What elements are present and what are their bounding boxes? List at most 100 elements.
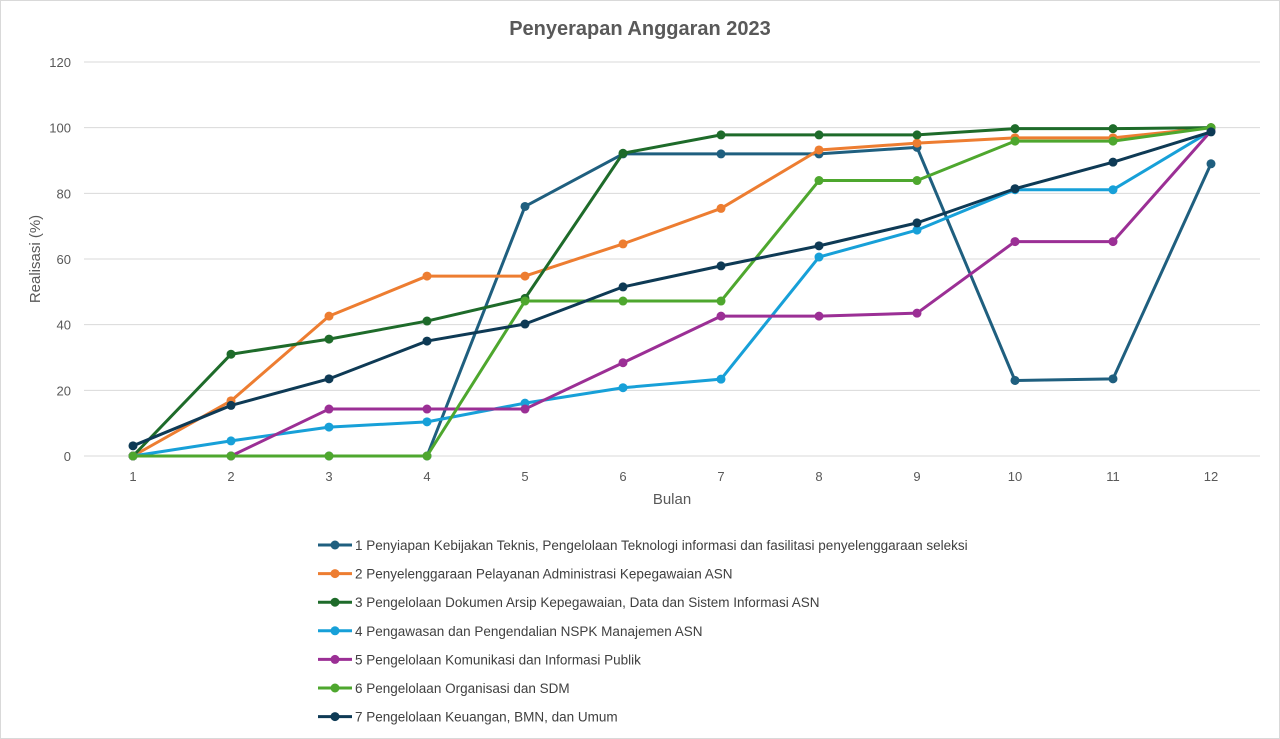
x-tick-label: 5 (521, 469, 528, 484)
data-point (520, 201, 530, 211)
chart-title: Penyerapan Anggaran 2023 (509, 18, 771, 40)
y-tick-label: 120 (49, 55, 71, 70)
legend-item: 4 Pengawasan dan Pengendalian NSPK Manaj… (318, 624, 703, 639)
x-tick-label: 9 (913, 469, 920, 484)
x-tick-label: 8 (815, 469, 822, 484)
data-point (912, 218, 922, 228)
data-point (128, 451, 138, 461)
data-point (716, 261, 726, 271)
x-tick-label: 11 (1106, 469, 1120, 484)
data-point (422, 336, 432, 346)
data-point (1108, 157, 1118, 167)
legend-marker (330, 540, 340, 550)
data-point (324, 451, 334, 461)
data-point (716, 374, 726, 384)
data-point (324, 311, 334, 321)
series-6 (128, 123, 1216, 461)
data-point (618, 239, 628, 249)
data-point (814, 241, 824, 251)
data-point (422, 271, 432, 281)
series-2 (128, 123, 1216, 461)
x-tick-label: 3 (325, 469, 332, 484)
legend-marker (330, 683, 340, 693)
data-point (324, 374, 334, 384)
data-point (1108, 237, 1118, 247)
data-point (716, 203, 726, 213)
data-point (226, 400, 236, 410)
series-line (133, 126, 1212, 458)
y-tick-label: 80 (57, 186, 71, 201)
data-point (618, 358, 628, 368)
series-5 (128, 126, 1216, 461)
data-point (814, 311, 824, 321)
legend-label: 3 Pengelolaan Dokumen Arsip Kepegawaian,… (355, 595, 820, 610)
data-point (324, 334, 334, 344)
x-tick-label: 2 (227, 469, 234, 484)
series-line (132, 126, 1212, 458)
data-point (716, 296, 726, 306)
data-point (520, 271, 530, 281)
legend-marker (330, 654, 340, 664)
x-tick-label: 7 (717, 469, 724, 484)
data-point (226, 436, 236, 446)
legend-marker (330, 626, 340, 636)
y-tick-label: 40 (57, 318, 71, 333)
data-point (912, 308, 922, 318)
legend-label: 2 Penyelenggaraan Pelayanan Administrasi… (355, 567, 733, 582)
data-point (1010, 237, 1020, 247)
x-tick-label: 10 (1008, 469, 1022, 484)
data-point (618, 148, 628, 158)
legend-item: 2 Penyelenggaraan Pelayanan Administrasi… (318, 567, 733, 582)
data-point (912, 130, 922, 140)
data-point (716, 130, 726, 140)
data-point (1108, 124, 1118, 134)
x-tick-label: 1 (129, 469, 136, 484)
legend-item: 6 Pengelolaan Organisasi dan SDM (318, 681, 570, 696)
data-point (1108, 185, 1118, 195)
x-axis-label: Bulan (653, 491, 691, 508)
data-point (422, 417, 432, 427)
y-tick-label: 100 (49, 121, 71, 136)
series-4 (128, 126, 1216, 461)
series-7 (128, 127, 1216, 451)
legend-label: 7 Pengelolaan Keuangan, BMN, dan Umum (355, 710, 618, 725)
data-point (912, 225, 922, 235)
series-line (132, 130, 1212, 448)
data-point (1206, 159, 1216, 169)
data-point (814, 252, 824, 262)
y-tick-label: 20 (57, 383, 71, 398)
legend-item: 3 Pengelolaan Dokumen Arsip Kepegawaian,… (318, 595, 820, 610)
y-tick-label: 60 (57, 252, 71, 267)
legend-item: 7 Pengelolaan Keuangan, BMN, dan Umum (318, 710, 618, 725)
legend-label: 6 Pengelolaan Organisasi dan SDM (355, 681, 570, 696)
data-point (226, 349, 236, 359)
data-point (814, 130, 824, 140)
x-tick-label: 6 (619, 469, 626, 484)
data-point (912, 138, 922, 148)
data-point (618, 383, 628, 393)
data-point (422, 316, 432, 326)
legend-marker (330, 712, 340, 722)
y-tick-label: 0 (64, 449, 71, 464)
legend-marker (330, 597, 340, 607)
data-point (618, 282, 628, 292)
legend-label: 5 Pengelolaan Komunikasi dan Informasi P… (355, 652, 641, 667)
data-point (814, 176, 824, 186)
x-tick-label: 4 (423, 469, 430, 484)
legend-item: 5 Pengelolaan Komunikasi dan Informasi P… (318, 652, 641, 667)
data-point (324, 404, 334, 414)
data-point (520, 404, 530, 414)
data-point (1010, 184, 1020, 194)
data-point (1108, 136, 1118, 146)
data-point (128, 441, 138, 451)
data-point (814, 145, 824, 155)
data-point (912, 176, 922, 186)
data-point (1108, 374, 1118, 384)
data-point (422, 404, 432, 414)
data-point (422, 451, 432, 461)
data-point (618, 296, 628, 306)
legend-item: 1 Penyiapan Kebijakan Teknis, Pengelolaa… (318, 538, 968, 553)
data-point (324, 422, 334, 432)
series-3 (128, 123, 1216, 461)
